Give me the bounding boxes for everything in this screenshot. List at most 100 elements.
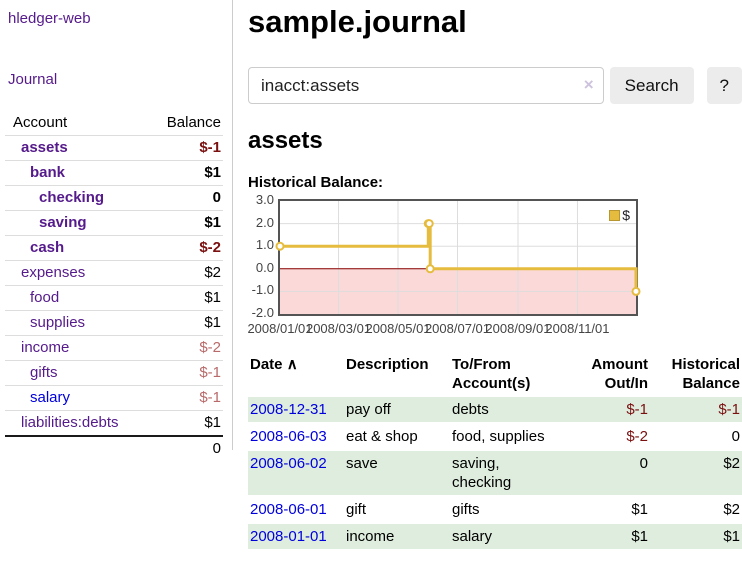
transaction-description: gift [344,496,450,524]
account-row: food $1 [5,285,223,311]
x-tick-label: 2008/07/01 [424,321,491,336]
register-table: Date ∧ Description To/From Account(s) Am… [248,353,742,551]
y-tick-label: 0.0 [255,259,274,275]
col-header-description: Description [346,356,429,373]
account-link[interactable]: gifts [30,364,58,381]
data-point-marker [425,264,435,274]
legend-swatch-icon [609,209,621,221]
y-tick-label: 1.0 [255,237,274,253]
x-tick-label: 2008/01/01 [247,321,313,336]
search-button[interactable]: Search [609,67,694,104]
account-balance: $1 [145,210,223,236]
transaction-description: save [344,450,450,497]
account-row: salary $-1 [5,385,223,411]
account-row: bank $1 [5,160,223,186]
col-header-accounts: To/From Account(s) [452,356,531,392]
col-header-date[interactable]: Date ∧ [250,356,298,373]
transaction-accounts: gifts [450,496,570,524]
account-balance: $1 [145,285,223,311]
data-point-marker [275,241,285,251]
account-row: gifts $-1 [5,360,223,386]
transaction-amount: $1 [570,496,650,524]
account-balance: 0 [145,185,223,211]
sidebar-item-journal[interactable]: Journal [8,71,58,88]
data-point-marker [424,219,434,229]
account-balance: $1 [145,310,223,336]
y-tick-label: -2.0 [251,305,274,320]
transaction-date-link[interactable]: 2008-06-02 [250,455,327,472]
accounts-header-account: Account [5,110,146,136]
chart-legend: $ [609,207,630,223]
y-tick-label: 2.0 [255,214,274,230]
transaction-balance: 0 [650,423,742,451]
transaction-date-link[interactable]: 2008-06-03 [250,428,327,445]
account-link[interactable]: income [21,339,70,356]
y-axis: 3.0 2.0 1.0 0.0 -1.0 -2.0 [248,193,274,320]
sort-asc-icon: ∧ [286,356,298,373]
y-tick-label: -1.0 [251,282,274,298]
plot-area: $ [275,199,641,316]
chart-label: Historical Balance: [248,174,384,191]
account-link[interactable]: salary [30,389,71,406]
register-row: 2008-06-02 save saving, checking 0 $2 [248,450,742,497]
account-row: assets $-1 [5,135,223,161]
transaction-date-link[interactable]: 2008-12-31 [250,401,327,418]
data-point-marker [631,286,641,296]
x-tick-label: 2008/03/01 [305,321,372,336]
account-link[interactable]: liabilities:debts [21,414,119,431]
transaction-accounts: debts [450,397,570,424]
transaction-balance: $-1 [650,397,742,424]
account-link[interactable]: food [30,289,60,306]
account-row: liabilities:debts $1 [5,411,223,437]
account-balance: $-2 [145,235,223,261]
register-row: 2008-01-01 income salary $1 $1 [248,523,742,551]
balance-chart: 3.0 2.0 1.0 0.0 -1.0 -2.0 $ 2008/01/01 2008/03… [247,193,742,337]
legend-label: $ [622,207,630,223]
account-link[interactable]: assets [21,139,68,156]
account-link[interactable]: cash [30,239,65,256]
x-tick-label: 2008/09/01 [485,321,551,336]
main-content: sample.journal × Search ? assets Histori… [234,0,742,551]
account-row: income $-2 [5,335,223,361]
transaction-balance: $2 [650,450,742,497]
x-tick-label: 2008/11/01 [545,321,610,336]
account-balance: $-2 [145,335,223,361]
x-axis: 2008/01/01 2008/03/01 2008/05/01 2008/07/01… [247,321,742,337]
transaction-amount: $1 [570,523,650,551]
transaction-balance: $1 [650,523,742,551]
account-balance: $-1 [145,385,223,411]
account-row: checking 0 [5,185,223,211]
account-link[interactable]: saving [39,214,87,231]
accounts-total-row: 0 [5,435,223,461]
account-link[interactable]: checking [39,189,105,206]
clear-search-icon[interactable]: × [583,75,594,94]
account-row: supplies $1 [5,310,223,336]
col-header-amount: Amount Out/In [591,356,648,392]
account-link[interactable]: expenses [21,264,86,281]
brand-link[interactable]: hledger-web [8,10,91,27]
account-balance: $-1 [145,360,223,386]
transaction-date-link[interactable]: 2008-01-01 [250,528,327,545]
account-link[interactable]: bank [30,164,66,181]
search-row: × Search ? [248,67,742,104]
account-balance: $1 [145,160,223,186]
search-input[interactable] [248,67,604,104]
account-balance: $2 [145,260,223,286]
y-tick-label: 3.0 [255,192,274,207]
account-row: expenses $2 [5,260,223,286]
transaction-description: income [344,523,450,551]
page-title: sample.journal [248,4,467,39]
transaction-amount: $-1 [570,397,650,424]
help-button[interactable]: ? [706,67,742,104]
transaction-date-link[interactable]: 2008-06-01 [250,501,327,518]
transaction-amount: 0 [570,450,650,497]
accounts-table: Account Balance assets $-1 bank $1 checking 0… [5,110,223,461]
accounts-header-balance: Balance [145,110,223,136]
x-tick-label: 2008/05/01 [365,321,431,336]
register-row: 2008-06-01 gift gifts $1 $2 [248,496,742,524]
account-row: cash $-2 [5,235,223,261]
sidebar: hledger-web Journal Account Balance asse… [0,0,233,461]
transaction-accounts: food, supplies [450,423,570,451]
account-link[interactable]: supplies [30,314,86,331]
register-row: 2008-12-31 pay off debts $-1 $-1 [248,397,742,424]
